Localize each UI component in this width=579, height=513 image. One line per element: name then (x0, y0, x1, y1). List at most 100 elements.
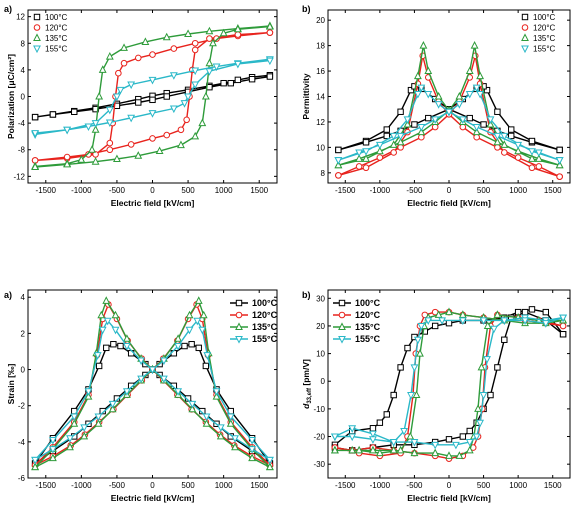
series-line (338, 85, 561, 151)
y-tick-label: 0 (321, 377, 326, 386)
legend-entry-155-c: 155°C (230, 334, 278, 344)
data-point (472, 124, 481, 132)
data-point (397, 364, 404, 371)
legend-marker (235, 299, 243, 307)
legend-label: 120°C (355, 310, 381, 320)
x-axis-title: Electric field [kV/cm] (111, 493, 195, 503)
data-point (396, 132, 405, 141)
data-point (419, 41, 428, 49)
data-point (369, 445, 377, 454)
data-point (334, 157, 343, 165)
data-point (135, 99, 142, 106)
data-point (455, 451, 464, 459)
data-point (203, 352, 212, 360)
legend-entry-135-c: 135°C (33, 33, 68, 43)
y-axis-title: d33,eff [pm/V] (301, 359, 313, 409)
data-point (542, 308, 549, 316)
data-point (369, 436, 377, 444)
data-point (501, 336, 508, 343)
series-155-c (330, 314, 568, 450)
data-point (80, 431, 89, 440)
data-point (120, 43, 128, 51)
legend-entry-120-c: 120°C (230, 310, 278, 320)
legend-marker (33, 24, 41, 31)
legend-marker (338, 299, 346, 307)
data-point (474, 404, 482, 412)
data-point (431, 116, 440, 124)
data-point (70, 413, 79, 422)
data-point (494, 144, 501, 151)
data-point (266, 73, 274, 80)
data-point (265, 456, 274, 465)
data-point (116, 86, 125, 95)
legend-entry-120-c: 120°C (333, 310, 381, 320)
data-point (500, 132, 509, 141)
data-point (199, 310, 208, 319)
data-point (193, 317, 202, 326)
data-point (233, 60, 242, 69)
legend-marker (235, 311, 243, 319)
data-point (103, 344, 110, 352)
data-point (396, 445, 405, 454)
data-point (94, 413, 103, 422)
data-point (183, 116, 190, 124)
data-point (70, 419, 79, 427)
legend-label: 120°C (252, 310, 278, 320)
data-point (174, 343, 183, 351)
data-point (198, 326, 207, 335)
data-point (458, 116, 467, 124)
series-155-c (334, 84, 564, 165)
y-tick-label: -8 (18, 146, 26, 155)
data-point (149, 96, 156, 104)
data-point (77, 155, 86, 163)
data-point (93, 352, 102, 360)
data-point (155, 146, 164, 155)
y-tick-label: -30 (313, 460, 325, 469)
data-point (191, 81, 200, 90)
data-point (445, 108, 453, 117)
data-point (375, 141, 384, 150)
data-point (31, 130, 40, 138)
series-155-c (31, 317, 274, 465)
x-tick-label: 500 (477, 481, 491, 490)
y-tick-label: -10 (313, 405, 325, 414)
data-point (500, 140, 509, 148)
data-point (445, 451, 453, 459)
data-point (177, 126, 185, 134)
x-tick-label: 0 (447, 186, 452, 195)
data-point (127, 81, 136, 90)
legend-marker (521, 24, 529, 31)
data-point (248, 446, 257, 454)
data-point (494, 108, 501, 115)
data-point (169, 72, 178, 80)
data-point (31, 113, 39, 121)
data-point (458, 310, 467, 318)
data-point (355, 154, 364, 162)
data-point (94, 419, 103, 427)
data-point (362, 164, 370, 172)
x-tick-label: 0 (447, 481, 452, 490)
y-axis-title: Strain [‰] (6, 364, 16, 405)
data-point (459, 123, 467, 131)
x-tick-label: -500 (406, 481, 423, 490)
data-point (556, 146, 563, 154)
data-point (265, 22, 274, 30)
data-point (115, 69, 122, 77)
data-point (226, 413, 235, 422)
data-point (84, 388, 93, 396)
y-tick-label: 4 (21, 66, 26, 75)
y-tick-label: -4 (18, 119, 26, 128)
y-tick-label: 8 (321, 169, 326, 178)
y-tick-label: -2 (18, 402, 26, 411)
data-point (113, 93, 121, 102)
data-point (514, 141, 523, 150)
x-tick-label: 1000 (509, 481, 527, 490)
data-point (137, 375, 146, 384)
data-point (212, 392, 221, 400)
data-point (95, 91, 104, 100)
legend-entry-135-c: 135°C (230, 322, 278, 332)
legend-label: 135°C (355, 322, 381, 332)
data-point (97, 310, 106, 319)
data-point (480, 121, 487, 128)
